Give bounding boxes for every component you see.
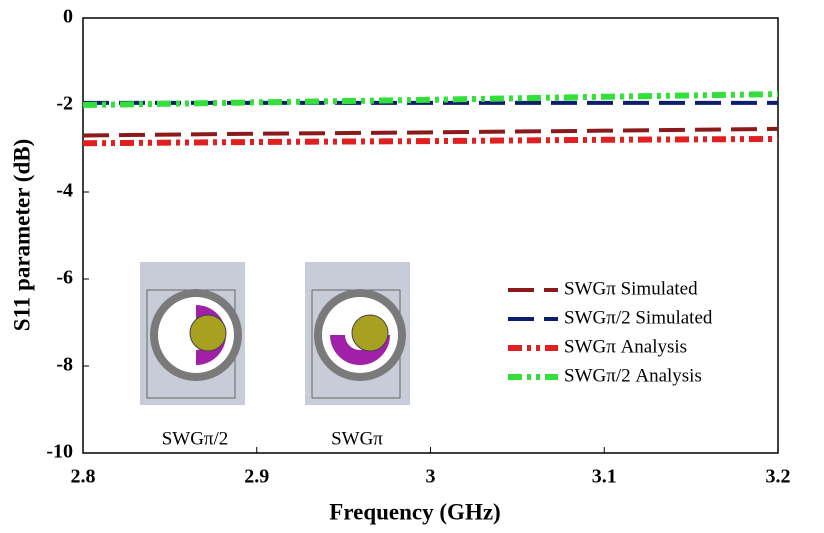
legend-label: SWGπ/2 Analysis (564, 365, 702, 386)
y-tick-label: -6 (56, 267, 73, 289)
inset-label: SWGπ/2 (162, 428, 229, 449)
chart: Frequency (GHz) S11 parameter (dB) SWGπ/… (0, 0, 824, 533)
x-tick-label: 2.9 (244, 466, 269, 488)
inset-core (190, 315, 226, 351)
legend-label: SWGπ Simulated (564, 278, 698, 299)
y-axis-label: S11 parameter (dB) (9, 139, 34, 332)
inset-label: SWGπ (331, 428, 383, 449)
y-tick-label: -2 (56, 93, 73, 115)
series-line (83, 129, 778, 136)
inset-images: SWGπ/2 SWGπ (140, 262, 410, 449)
x-tick-label: 3.1 (592, 466, 617, 488)
y-tick-label: -8 (56, 354, 73, 376)
series-line (83, 139, 778, 143)
y-tick-label: -4 (56, 180, 73, 202)
y-tick-label: 0 (63, 6, 73, 28)
x-tick-label: 3 (426, 466, 436, 488)
y-tick-label: -10 (46, 441, 73, 463)
x-tick-label: 2.8 (71, 466, 96, 488)
x-axis-label: Frequency (GHz) (329, 499, 500, 524)
legend-label: SWGπ Analysis (564, 336, 687, 357)
x-tick-label: 3.2 (766, 466, 791, 488)
legend-label: SWGπ/2 Simulated (564, 307, 713, 328)
inset-core (352, 315, 388, 351)
